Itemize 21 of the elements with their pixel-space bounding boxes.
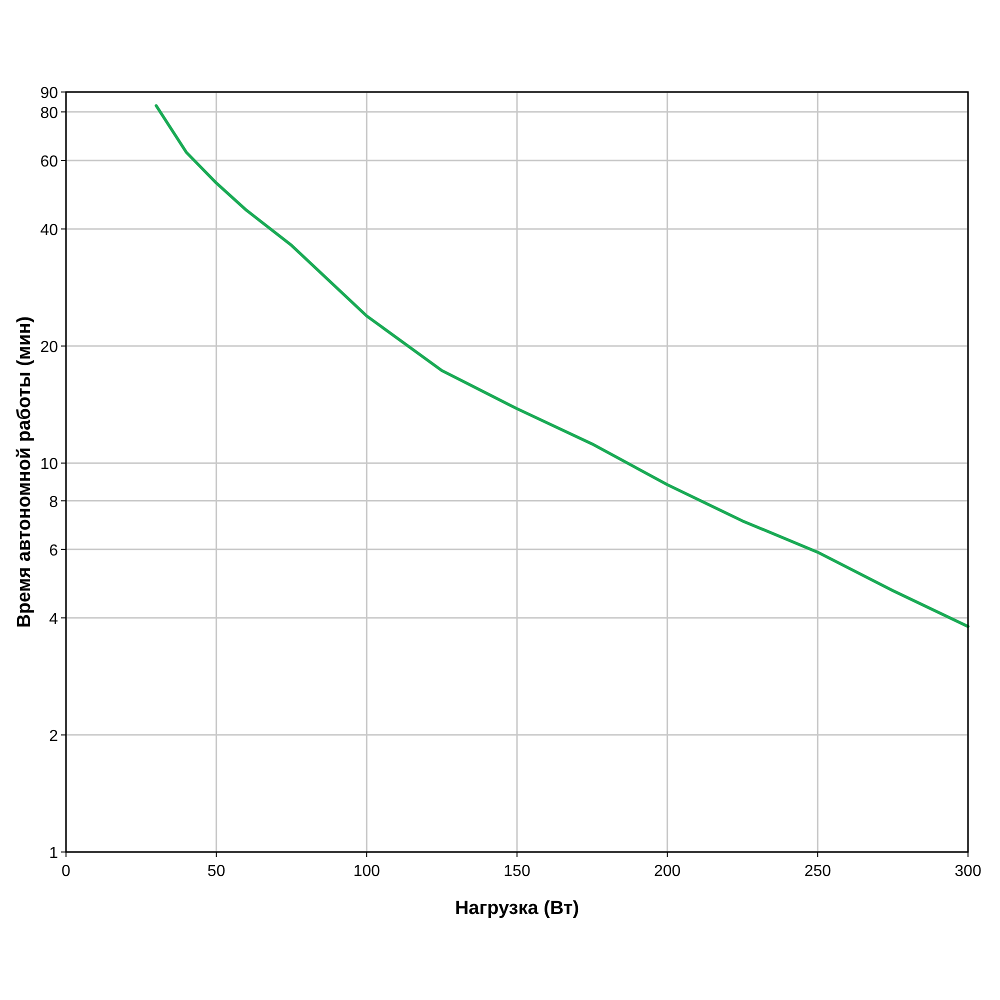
y-tick-label: 90 — [40, 85, 58, 102]
y-tick-label: 2 — [49, 728, 58, 745]
y-tick-label: 80 — [40, 104, 58, 122]
y-tick-label: 8 — [49, 494, 58, 511]
line-series — [154, 104, 970, 628]
x-tick-label: 250 — [804, 863, 832, 880]
y-tick-label: 40 — [40, 222, 58, 239]
y-tick-label: 10 — [40, 456, 58, 474]
x-tick-label: 300 — [954, 863, 982, 880]
x-tick-label: 50 — [207, 863, 226, 880]
y-tick-label: 6 — [49, 542, 58, 560]
x-axis-title: Нагрузка (Вт) — [454, 898, 580, 919]
x-tick-label: 200 — [654, 863, 681, 880]
y-tick-label: 4 — [49, 610, 58, 628]
y-tick-label: 1 — [49, 845, 58, 862]
x-tick-label: 100 — [353, 863, 380, 880]
x-tick-label: 0 — [62, 863, 71, 880]
y-tick-label: 60 — [40, 153, 58, 170]
y-tick-label: 20 — [40, 339, 58, 356]
x-tick-label: 150 — [504, 863, 530, 880]
y-axis-title: Время автономной работы (мин) — [14, 316, 35, 628]
